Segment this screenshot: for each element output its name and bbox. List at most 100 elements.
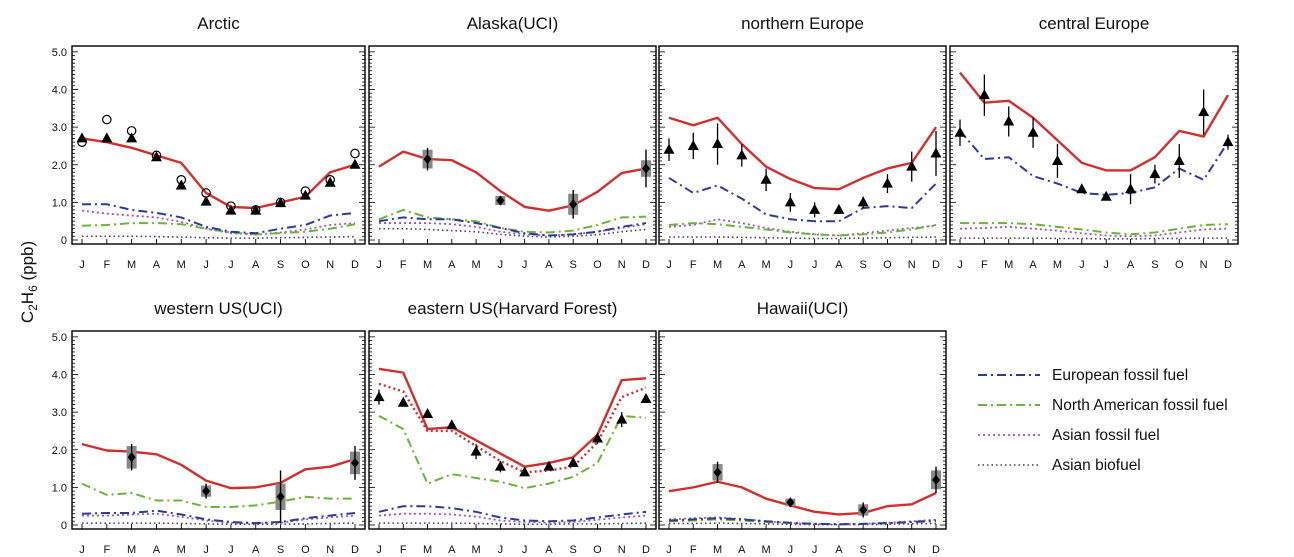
- panel-frame: [658, 330, 947, 530]
- panel-6: eastern US(Harvard Forest) J F M A M J J A S O N D: [368, 299, 657, 556]
- x-tick-label: N: [326, 259, 334, 271]
- obs-triangle: [1027, 126, 1039, 137]
- obs-diamond: [713, 467, 722, 478]
- obs-triangle: [446, 419, 458, 430]
- x-tick-label: A: [1029, 259, 1037, 271]
- x-tick-label: M: [177, 544, 186, 556]
- obs-circle: [350, 148, 360, 159]
- x-tick-label: N: [618, 259, 626, 271]
- obs-triangle: [494, 460, 506, 471]
- series-european: [668, 177, 937, 223]
- x-tick-label: A: [252, 544, 260, 556]
- series-asian-bb: [960, 237, 1228, 240]
- obs-diamond: [859, 504, 868, 515]
- obs-triangle: [1076, 183, 1088, 194]
- panel-5: western US(UCI) 0 1.0 2.0 3.0 4.0 5.0 J F M A M J J A S…: [52, 299, 366, 556]
- x-tick-label: J: [203, 544, 209, 556]
- x-tick-label: O: [593, 259, 602, 271]
- obs-triangle: [712, 138, 724, 149]
- x-tick-label: J: [498, 259, 504, 271]
- x-tick-label: F: [103, 259, 110, 271]
- obs-triangle: [349, 158, 361, 169]
- panel-frame: [658, 45, 947, 245]
- y-tick-label: 2.0: [52, 160, 67, 172]
- x-tick-label: N: [618, 544, 626, 556]
- obs-triangle: [373, 391, 385, 402]
- legend-item-north-american: North American fossil fuel: [978, 397, 1228, 414]
- legend-item-asian-bb: Asian biofuel: [978, 457, 1141, 474]
- obs-triangle: [1100, 190, 1112, 201]
- legend-label: North American fossil fuel: [1052, 397, 1228, 414]
- obs-triangle: [930, 147, 942, 158]
- obs-triangle: [881, 177, 893, 188]
- x-tick-label: M: [127, 544, 136, 556]
- x-tick-label: M: [1053, 259, 1062, 271]
- obs-triangle: [663, 143, 675, 154]
- y-axis-label: C2H6 (ppb): [18, 241, 40, 323]
- x-tick-label: J: [228, 544, 234, 556]
- x-tick-label: S: [860, 259, 867, 271]
- panel-2: Alaska(UCI) J F M A M J J A S O N D: [368, 14, 657, 271]
- x-tick-label: O: [301, 259, 310, 271]
- x-tick-label: O: [883, 544, 892, 556]
- obs-triangle: [324, 176, 336, 187]
- series-european: [82, 203, 356, 235]
- x-tick-label: O: [883, 259, 892, 271]
- x-tick-label: S: [277, 544, 284, 556]
- x-tick-label: S: [860, 544, 867, 556]
- x-tick-label: J: [666, 259, 672, 271]
- y-tick-label: 4.0: [52, 85, 67, 97]
- x-tick-label: F: [690, 544, 697, 556]
- y-label-sub-6: 6: [26, 285, 40, 292]
- obs-diamond: [127, 452, 136, 463]
- x-tick-label: J: [788, 259, 794, 271]
- panel-frame: [368, 45, 657, 245]
- series-asian-ff: [81, 209, 356, 236]
- x-tick-label: F: [103, 544, 110, 556]
- obs-diamond: [351, 457, 359, 468]
- obs-triangle: [1149, 168, 1161, 179]
- y-label-unit: (ppb): [18, 241, 37, 285]
- x-tick-label: S: [570, 544, 577, 556]
- series-model-dotted: [378, 382, 647, 474]
- x-tick-label: J: [788, 544, 794, 556]
- x-tick-label: A: [153, 544, 161, 556]
- obs-triangle: [1125, 183, 1137, 194]
- x-tick-label: M: [713, 259, 722, 271]
- x-tick-label: J: [376, 259, 382, 271]
- series-european: [378, 216, 647, 237]
- obs-triangle: [906, 160, 918, 171]
- obs-triangle: [978, 89, 990, 100]
- x-tick-label: A: [835, 259, 843, 271]
- x-tick-label: S: [1151, 259, 1158, 271]
- obs-diamond: [786, 497, 795, 508]
- x-tick-label: J: [498, 544, 504, 556]
- x-tick-label: J: [1103, 259, 1109, 271]
- obs-diamond: [642, 163, 650, 174]
- x-tick-label: M: [713, 544, 722, 556]
- x-tick-label: A: [1127, 259, 1135, 271]
- x-tick-label: O: [593, 544, 602, 556]
- panel-title: western US(UCI): [153, 299, 282, 318]
- series-model: [81, 442, 356, 490]
- obs-triangle: [736, 149, 748, 160]
- legend-item-european: European fossil fuel: [978, 367, 1188, 384]
- y-tick-label: 0: [61, 235, 67, 247]
- x-tick-label: D: [932, 259, 940, 271]
- x-tick-label: S: [277, 259, 284, 271]
- x-tick-label: M: [127, 259, 136, 271]
- x-tick-label: N: [326, 544, 334, 556]
- x-tick-label: D: [642, 544, 650, 556]
- x-tick-label: J: [666, 544, 672, 556]
- legend-item-asian-ff: Asian fossil fuel: [978, 427, 1160, 444]
- x-tick-label: A: [738, 544, 746, 556]
- y-tick-label: 3.0: [52, 122, 67, 134]
- series-model: [959, 71, 1230, 172]
- panel-title: central Europe: [1039, 14, 1150, 33]
- panel-title: eastern US(Harvard Forest): [408, 299, 618, 318]
- obs-triangle: [275, 197, 287, 208]
- obs-triangle: [175, 179, 187, 190]
- x-tick-label: M: [472, 259, 481, 271]
- x-tick-label: F: [981, 259, 988, 271]
